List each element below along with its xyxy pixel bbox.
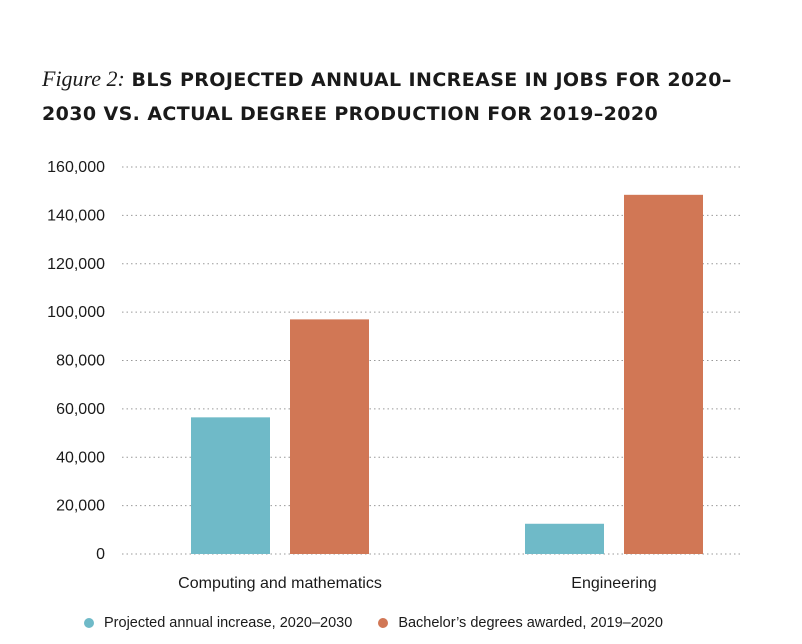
y-tick-label-8: 160,000	[47, 159, 105, 176]
legend-dot-degrees	[378, 618, 389, 628]
x-tick-label-1: Engineering	[571, 575, 656, 592]
bar-1-1	[624, 194, 703, 555]
y-tick-label-0: 0	[96, 546, 105, 563]
y-tick-label-4: 80,000	[56, 353, 105, 370]
legend-dot-projected	[84, 618, 94, 628]
chart-title: Figure 2: BLS PROJECTED ANNUAL INCREASE …	[42, 62, 782, 131]
legend-item-projected: Projected annual increase, 2020–2030	[84, 615, 352, 631]
y-tick-label-1: 20,000	[56, 498, 105, 515]
bar-1-0	[525, 523, 604, 554]
bar-chart: 0 20,000 40,000 60,000 80,000 100,000 120,000 1…	[47, 159, 742, 592]
legend-label-degrees: Bachelor’s degrees awarded, 2019–2020	[398, 615, 664, 631]
y-tick-label-2: 40,000	[56, 449, 105, 466]
legend: Projected annual increase, 2020–2030 Bac…	[84, 615, 689, 631]
figure-label: Figure 2:	[42, 66, 125, 91]
y-tick-label-5: 100,000	[47, 304, 105, 321]
bar-0-0	[191, 417, 270, 554]
y-tick-label-6: 120,000	[47, 256, 105, 273]
chart-title-text: BLS PROJECTED ANNUAL INCREASE IN JOBS FO…	[42, 69, 732, 125]
x-tick-label-0: Computing and mathematics	[178, 575, 382, 592]
legend-item-degrees: Bachelor’s degrees awarded, 2019–2020	[378, 615, 663, 631]
bar-0-1	[290, 319, 369, 554]
legend-label-projected: Projected annual increase, 2020–2030	[104, 615, 353, 631]
y-tick-label-3: 60,000	[56, 401, 105, 418]
y-tick-label-7: 140,000	[47, 207, 105, 224]
